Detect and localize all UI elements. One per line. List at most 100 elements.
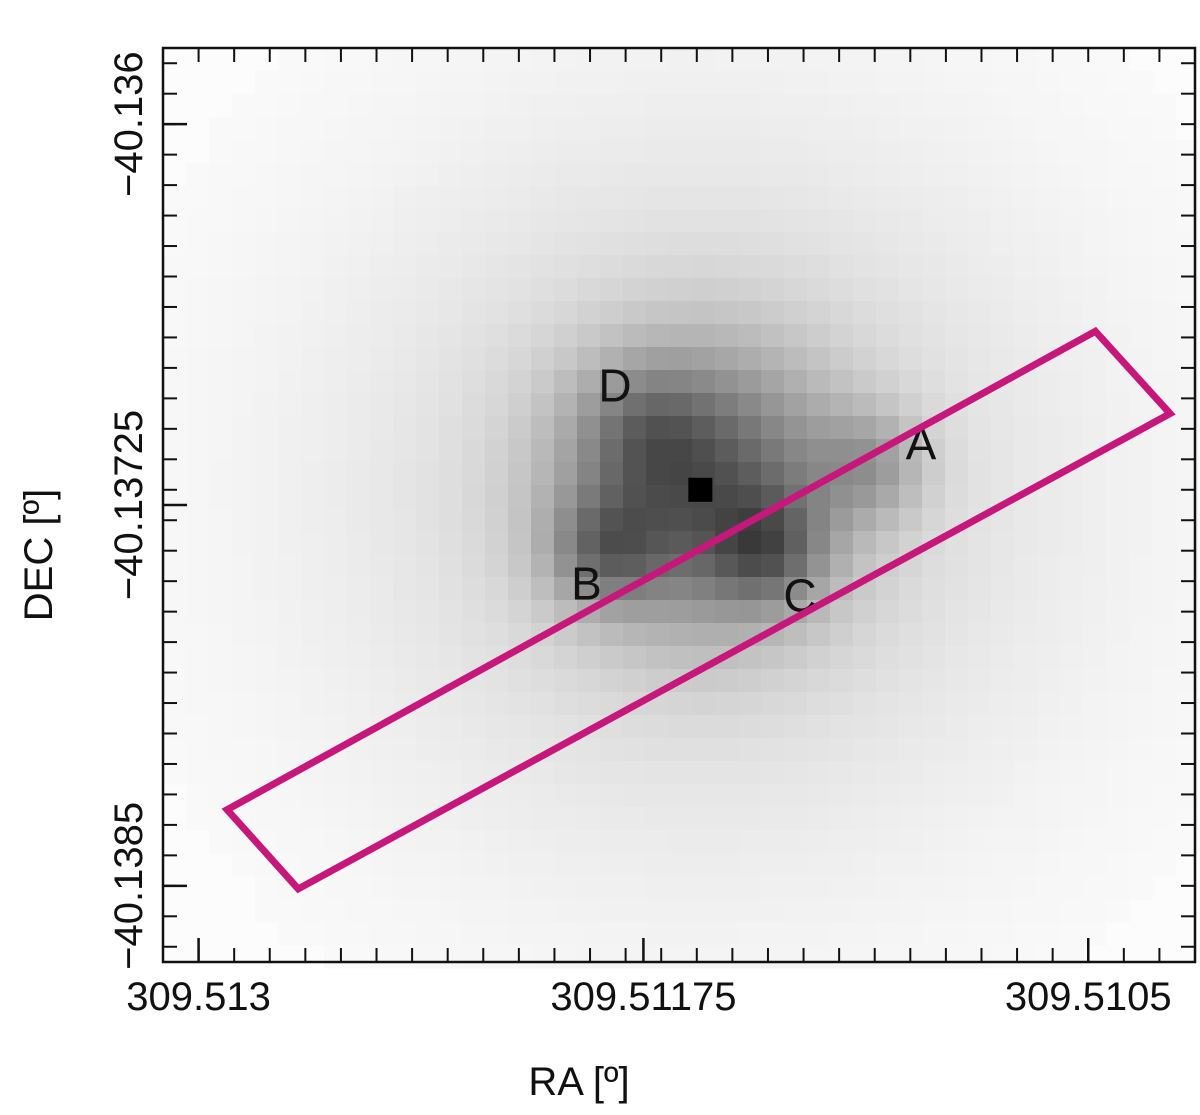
image-pixel bbox=[991, 715, 1015, 739]
image-pixel bbox=[301, 922, 325, 946]
image-pixel bbox=[1152, 669, 1176, 693]
image-pixel bbox=[738, 692, 762, 716]
image-pixel bbox=[1175, 140, 1199, 164]
image-pixel bbox=[163, 439, 187, 463]
image-pixel bbox=[600, 232, 624, 256]
image-pixel bbox=[1106, 508, 1130, 532]
image-pixel bbox=[738, 669, 762, 693]
image-pixel bbox=[715, 508, 739, 532]
image-pixel bbox=[1060, 646, 1084, 670]
image-pixel bbox=[508, 140, 532, 164]
image-pixel bbox=[1106, 301, 1130, 325]
image-pixel bbox=[922, 807, 946, 831]
image-pixel bbox=[738, 393, 762, 417]
image-pixel bbox=[485, 807, 509, 831]
image-pixel bbox=[531, 209, 555, 233]
image-pixel bbox=[1083, 347, 1107, 371]
image-pixel bbox=[370, 255, 394, 279]
image-pixel bbox=[439, 140, 463, 164]
image-pixel bbox=[922, 577, 946, 601]
image-pixel bbox=[255, 646, 279, 670]
image-pixel bbox=[876, 784, 900, 808]
image-pixel bbox=[393, 439, 417, 463]
image-pixel bbox=[1014, 186, 1038, 210]
image-pixel bbox=[807, 531, 831, 555]
image-pixel bbox=[922, 324, 946, 348]
image-pixel bbox=[370, 117, 394, 141]
image-pixel bbox=[807, 48, 831, 72]
image-pixel bbox=[209, 669, 233, 693]
image-pixel bbox=[1083, 370, 1107, 394]
image-pixel bbox=[669, 416, 693, 440]
image-pixel bbox=[232, 416, 256, 440]
image-pixel bbox=[830, 853, 854, 877]
image-pixel bbox=[209, 830, 233, 854]
image-pixel bbox=[209, 140, 233, 164]
image-pixel bbox=[416, 784, 440, 808]
image-pixel bbox=[301, 209, 325, 233]
image-pixel bbox=[324, 485, 348, 509]
image-pixel bbox=[462, 301, 486, 325]
image-pixel bbox=[738, 485, 762, 509]
image-pixel bbox=[324, 347, 348, 371]
image-pixel bbox=[186, 232, 210, 256]
image-pixel bbox=[945, 209, 969, 233]
image-pixel bbox=[462, 692, 486, 716]
image-pixel bbox=[1037, 853, 1061, 877]
image-pixel bbox=[347, 554, 371, 578]
image-pixel bbox=[1106, 899, 1130, 923]
image-pixel bbox=[784, 71, 808, 95]
image-pixel bbox=[163, 393, 187, 417]
image-pixel bbox=[485, 508, 509, 532]
image-pixel bbox=[669, 807, 693, 831]
image-pixel bbox=[1083, 600, 1107, 624]
image-pixel bbox=[1083, 784, 1107, 808]
image-pixel bbox=[1152, 301, 1176, 325]
image-pixel bbox=[232, 163, 256, 187]
image-pixel bbox=[370, 485, 394, 509]
image-pixel bbox=[209, 508, 233, 532]
image-pixel bbox=[945, 922, 969, 946]
image-pixel bbox=[1152, 485, 1176, 509]
image-pixel bbox=[1175, 462, 1199, 486]
image-pixel bbox=[623, 71, 647, 95]
image-pixel bbox=[393, 784, 417, 808]
image-pixel bbox=[531, 117, 555, 141]
image-pixel bbox=[784, 577, 808, 601]
image-pixel bbox=[853, 600, 877, 624]
image-pixel bbox=[623, 600, 647, 624]
image-pixel bbox=[370, 462, 394, 486]
image-pixel bbox=[1083, 761, 1107, 785]
image-pixel bbox=[692, 876, 716, 900]
image-pixel bbox=[301, 255, 325, 279]
image-pixel bbox=[738, 807, 762, 831]
image-pixel bbox=[899, 347, 923, 371]
image-pixel bbox=[1083, 301, 1107, 325]
image-pixel bbox=[1083, 554, 1107, 578]
image-pixel bbox=[531, 853, 555, 877]
image-pixel bbox=[186, 347, 210, 371]
image-pixel bbox=[439, 117, 463, 141]
image-pixel bbox=[945, 163, 969, 187]
image-pixel bbox=[807, 186, 831, 210]
image-pixel bbox=[600, 853, 624, 877]
image-pixel bbox=[1106, 623, 1130, 647]
image-pixel bbox=[1083, 899, 1107, 923]
image-pixel bbox=[784, 347, 808, 371]
image-pixel bbox=[508, 531, 532, 555]
image-pixel bbox=[669, 692, 693, 716]
image-pixel bbox=[278, 163, 302, 187]
image-pixel bbox=[1014, 324, 1038, 348]
image-pixel bbox=[554, 301, 578, 325]
image-pixel bbox=[1175, 761, 1199, 785]
image-pixel bbox=[554, 416, 578, 440]
image-pixel bbox=[1152, 232, 1176, 256]
image-pixel bbox=[232, 324, 256, 348]
image-pixel bbox=[324, 577, 348, 601]
image-pixel bbox=[991, 301, 1015, 325]
image-pixel bbox=[485, 600, 509, 624]
image-pixel bbox=[531, 761, 555, 785]
image-pixel bbox=[1129, 600, 1153, 624]
image-pixel bbox=[209, 186, 233, 210]
image-pixel bbox=[646, 600, 670, 624]
